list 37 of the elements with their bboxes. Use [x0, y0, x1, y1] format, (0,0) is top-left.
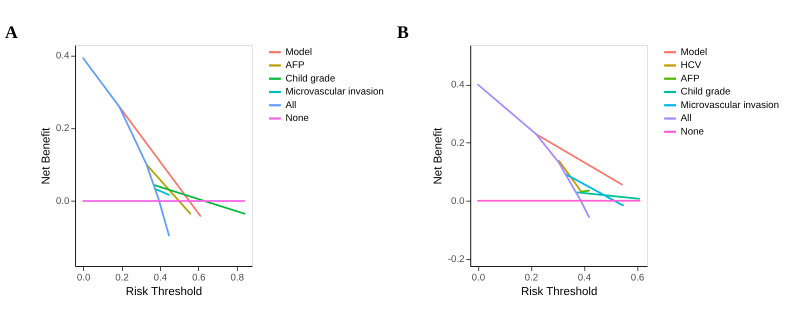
y-tick-label: 0.0	[56, 196, 70, 208]
x-tick-label: 0.4	[578, 272, 592, 284]
y-tick-label: 0.2	[56, 123, 70, 134]
legend-label: All	[286, 100, 296, 111]
x-tick-label: 0.4	[154, 272, 168, 284]
y-axis-title: Net Benefit	[40, 126, 53, 184]
legend-label: Model	[680, 46, 708, 58]
legend-label: AFP	[286, 60, 304, 72]
y-tick-label: 0.4	[451, 80, 466, 91]
x-tick-label: 0.6	[192, 272, 206, 284]
legend-label: Microvascular invasion	[286, 86, 384, 98]
legend-label: Model	[286, 46, 312, 58]
legend-label: Child grade	[680, 86, 730, 98]
x-axis-title: Risk Threshold	[520, 286, 598, 298]
x-tick-label: 0.0	[76, 272, 91, 284]
y-tick-label: 0.4	[56, 50, 70, 62]
y-tick-label: 0.2	[451, 138, 465, 149]
y-tick-label: -0.2	[448, 254, 465, 265]
legend-label: All	[680, 113, 692, 124]
legend-label: None	[286, 113, 309, 124]
y-axis-title: Net Benefit	[432, 126, 445, 184]
legend-label: HCV	[680, 60, 702, 72]
chart-title: A	[5, 22, 18, 42]
legend-label: Child grade	[286, 73, 336, 84]
x-tick-label: 0.6	[630, 272, 644, 284]
legend-label: AFP	[680, 73, 700, 84]
x-tick-label: 0.2	[115, 272, 129, 284]
legend-label: None	[680, 126, 704, 138]
x-axis-title: Risk Threshold	[126, 286, 202, 298]
line-series	[477, 84, 590, 218]
x-tick-label: 0.0	[472, 272, 486, 284]
y-tick-label: 0.0	[451, 196, 466, 207]
x-tick-label: 0.8	[230, 272, 244, 284]
line-series	[82, 57, 170, 236]
x-tick-label: 0.2	[524, 272, 538, 284]
legend-label: Microvascular invasion	[680, 100, 779, 111]
chart-title: B	[396, 22, 409, 42]
